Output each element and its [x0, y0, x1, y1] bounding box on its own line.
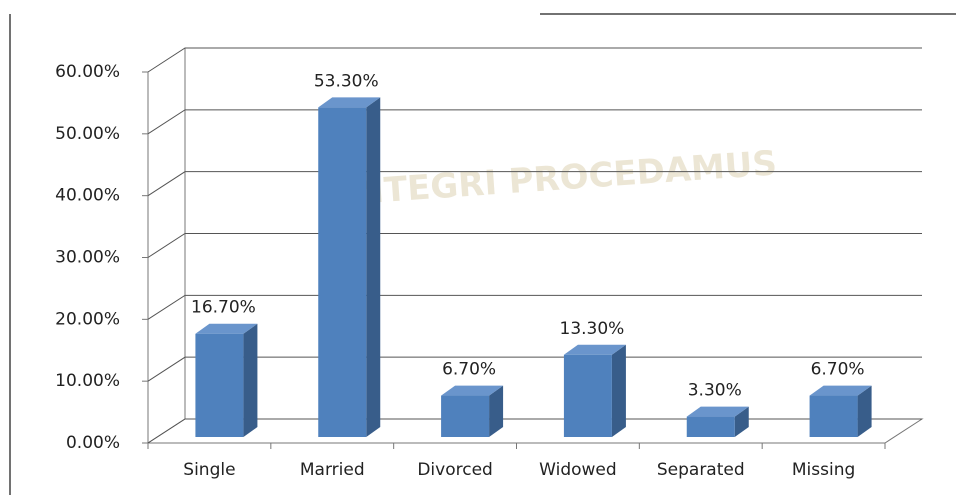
bar-side	[734, 406, 749, 437]
bar-top	[195, 323, 258, 334]
bar-side	[489, 385, 504, 437]
bar-top	[809, 385, 872, 396]
bar	[195, 333, 244, 437]
bar-side	[366, 97, 381, 437]
y-tick-label: 40.00%	[55, 186, 120, 206]
y-tick-label: 60.00%	[55, 62, 120, 82]
bar	[318, 107, 367, 437]
x-tick-label: Divorced	[417, 460, 493, 480]
y-tick-label: 50.00%	[55, 124, 120, 144]
bar-top	[563, 344, 626, 355]
grid-line	[147, 109, 922, 135]
y-tick-label: 20.00%	[55, 309, 120, 329]
x-tick-label: Missing	[792, 460, 855, 480]
value-label: 3.30%	[688, 381, 742, 401]
grid-line	[147, 171, 922, 197]
y-tick-label: 0.00%	[66, 433, 120, 453]
bar	[686, 416, 735, 437]
bar	[563, 354, 612, 437]
grid-line	[147, 47, 922, 73]
x-tick-label: Separated	[657, 460, 745, 480]
bar-top	[318, 97, 381, 108]
bar	[809, 395, 858, 437]
grid-line	[147, 418, 922, 444]
watermark: INTEGRI PROCEDAMUS	[342, 143, 778, 213]
y-tick-label: 30.00%	[55, 248, 120, 268]
bar-top	[441, 385, 504, 396]
floor	[146, 418, 924, 444]
value-label: 53.30%	[314, 71, 379, 91]
value-label: 13.30%	[560, 319, 625, 339]
grid-line	[147, 294, 922, 320]
value-label: 6.70%	[811, 360, 865, 380]
x-tick-label: Single	[183, 460, 235, 480]
value-label: 16.70%	[191, 298, 256, 318]
bar-side	[243, 323, 258, 437]
grid-line	[147, 233, 922, 258]
grid-line	[147, 356, 922, 382]
bar	[441, 395, 490, 437]
x-tick-label: Widowed	[539, 460, 617, 480]
bar-side	[611, 344, 626, 437]
y-tick-label: 10.00%	[55, 371, 120, 391]
bar-top	[686, 406, 749, 417]
x-tick-label: Married	[300, 460, 365, 480]
value-label: 6.70%	[442, 360, 496, 380]
bar-side	[857, 385, 872, 437]
